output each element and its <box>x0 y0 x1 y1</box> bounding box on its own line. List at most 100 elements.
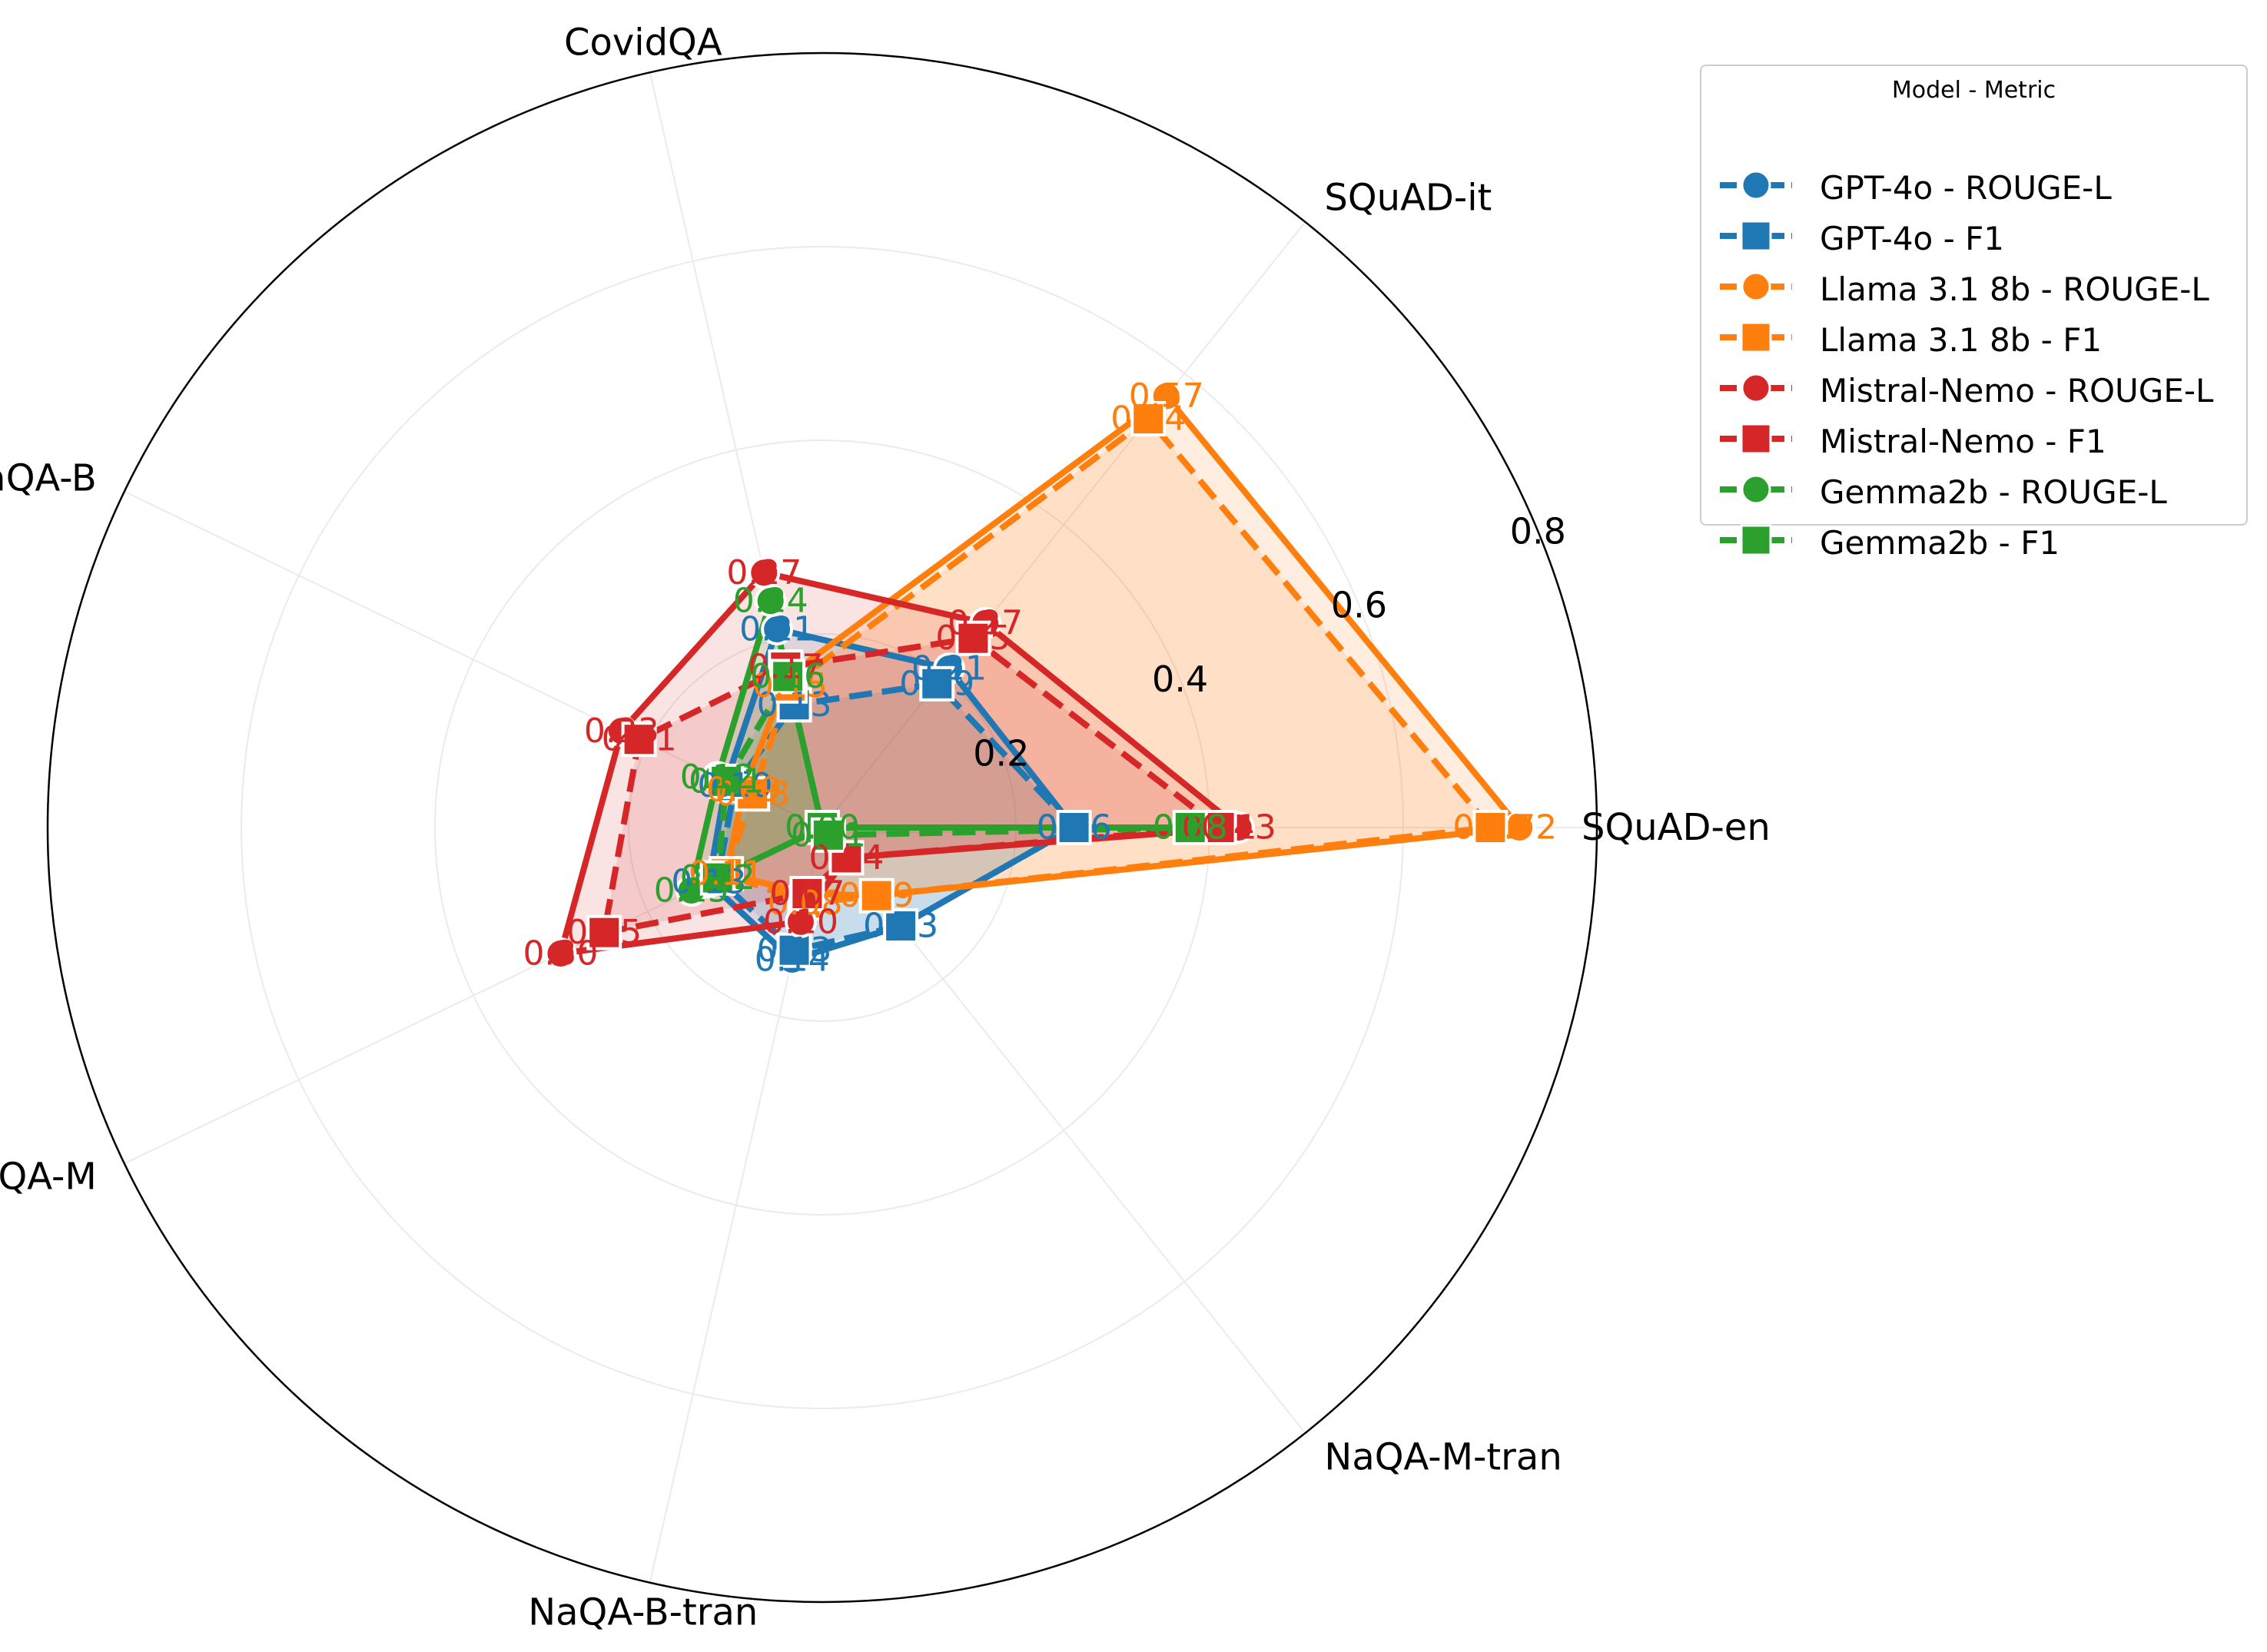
data-point <box>1172 810 1208 845</box>
data-label: 0.13 <box>671 863 746 902</box>
data-point <box>919 665 955 702</box>
data-point <box>770 658 806 695</box>
legend-title: Model - Metric <box>1891 77 2056 104</box>
legend-swatch <box>1720 474 1792 505</box>
data-label: 0.11 <box>689 854 764 894</box>
data-label: 0.21 <box>739 610 815 649</box>
legend-item: Mistral-Nemo - ROUGE-L <box>1714 369 2244 410</box>
legend-swatch <box>1720 271 1792 302</box>
r-tick-label: 0.4 <box>1152 658 1208 700</box>
legend-swatch <box>1720 321 1792 353</box>
legend-label: Llama 3.1 8b - ROUGE-L <box>1820 270 2209 308</box>
data-label: 0.10 <box>763 902 838 941</box>
data-label: 0.26 <box>1037 808 1112 848</box>
data-label: 0.11 <box>689 761 764 801</box>
data-label: 0.23 <box>584 712 659 751</box>
r-tick-label: 0.2 <box>973 733 1029 775</box>
data-point <box>1056 810 1092 845</box>
legend-item: Mistral-Nemo - F1 <box>1714 420 2244 460</box>
legend-item: Llama 3.1 8b - ROUGE-L <box>1714 267 2244 308</box>
r-tick-label: 0.8 <box>1510 510 1566 552</box>
legend-label: Llama 3.1 8b - F1 <box>1820 321 2103 359</box>
data-label: 0.16 <box>750 657 825 696</box>
data-label: 0.54 <box>1110 400 1186 439</box>
data-label: 0.27 <box>726 553 802 592</box>
data-label: 0.04 <box>808 838 884 877</box>
data-point <box>1472 810 1509 845</box>
axis-label: NaQA-M-tran <box>1324 1435 1562 1478</box>
legend-label: Mistral-Nemo - ROUGE-L <box>1820 372 2214 410</box>
data-point <box>955 620 991 656</box>
axis-label: NaQA-B <box>0 456 97 499</box>
polar-frame <box>46 51 1598 1604</box>
data-label: 0.09 <box>839 876 914 915</box>
data-label: 0.26 <box>1037 808 1112 848</box>
data-label: 0.43 <box>1201 808 1276 848</box>
data-point <box>858 877 895 914</box>
data-label: 0.25 <box>566 913 642 952</box>
legend: Model - Metric GPT-4o - ROUGE-L GPT-4o - … <box>1700 65 2248 562</box>
data-label: 0.10 <box>697 766 772 805</box>
series-fill <box>726 419 1491 904</box>
data-point <box>883 908 919 944</box>
data-label: 0.04 <box>808 838 884 877</box>
series-line <box>714 680 1077 954</box>
data-point <box>1130 401 1167 437</box>
data-label: 0.11 <box>689 854 764 894</box>
legend-item: GPT-4o - ROUGE-L <box>1714 166 2244 207</box>
data-label: 0.00 <box>785 808 860 848</box>
axis-label: SQuAD-it <box>1324 177 1492 220</box>
legend-swatch <box>1720 524 1792 556</box>
series-fill <box>726 396 1520 896</box>
r-tick-label: 0.6 <box>1331 585 1387 626</box>
data-label: 0.08 <box>715 775 790 814</box>
data-label: 0.38 <box>1153 808 1228 848</box>
data-label: 0.17 <box>748 648 823 687</box>
data-label: 0.15 <box>654 871 729 911</box>
legend-label: GPT-4o - F1 <box>1820 220 2004 257</box>
data-point <box>754 585 787 618</box>
data-label: 0.13 <box>757 930 832 970</box>
data-label: 0.57 <box>1129 377 1204 416</box>
series-markers <box>544 380 1536 976</box>
data-label: 0.41 <box>1182 808 1257 848</box>
data-label: 0.27 <box>948 604 1023 643</box>
data-point <box>810 817 846 853</box>
data-label: 0.21 <box>911 649 987 688</box>
data-label: 0.19 <box>899 664 974 703</box>
data-label: 0.72 <box>1482 808 1557 848</box>
legend-swatch <box>1720 423 1792 455</box>
legend-label: Mistral-Nemo - F1 <box>1820 423 2106 460</box>
data-label: 0.30 <box>523 934 598 974</box>
data-label: 0.09 <box>839 876 914 915</box>
legend-item: Llama 3.1 8b - F1 <box>1714 318 2244 359</box>
data-label: 0.12 <box>680 858 755 897</box>
legend-label: Gemma2b - F1 <box>1820 524 2060 562</box>
data-label: 0.12 <box>680 858 755 897</box>
data-label: 0.15 <box>752 666 828 705</box>
axis-label: CovidQA <box>564 21 722 64</box>
data-label: 0.01 <box>791 815 866 854</box>
data-point <box>789 875 825 911</box>
legend-item: Gemma2b - F1 <box>1714 521 2244 562</box>
data-point <box>586 914 622 950</box>
data-label: 0.21 <box>602 720 677 759</box>
data-label: 0.14 <box>755 940 830 979</box>
data-label: 0.69 <box>1452 808 1528 848</box>
axis-label: NaQA-M <box>0 1156 97 1199</box>
data-label: 0.09 <box>706 770 782 809</box>
legend-item: Gemma2b - ROUGE-L <box>1714 470 2244 511</box>
data-point <box>544 937 577 970</box>
axis-label: NaQA-B-tran <box>528 1591 758 1634</box>
axis-label: SQuAD-en <box>1582 806 1771 849</box>
data-label: 0.13 <box>863 907 938 946</box>
legend-swatch <box>1720 373 1792 403</box>
data-point <box>699 860 735 896</box>
data-label: 0.12 <box>680 758 755 797</box>
data-label: 0.16 <box>750 657 825 696</box>
data-label: 0.13 <box>863 907 938 946</box>
legend-label: GPT-4o - ROUGE-L <box>1820 169 2112 207</box>
data-label: 0.07 <box>769 874 845 913</box>
data-label: 0.13 <box>757 685 832 725</box>
